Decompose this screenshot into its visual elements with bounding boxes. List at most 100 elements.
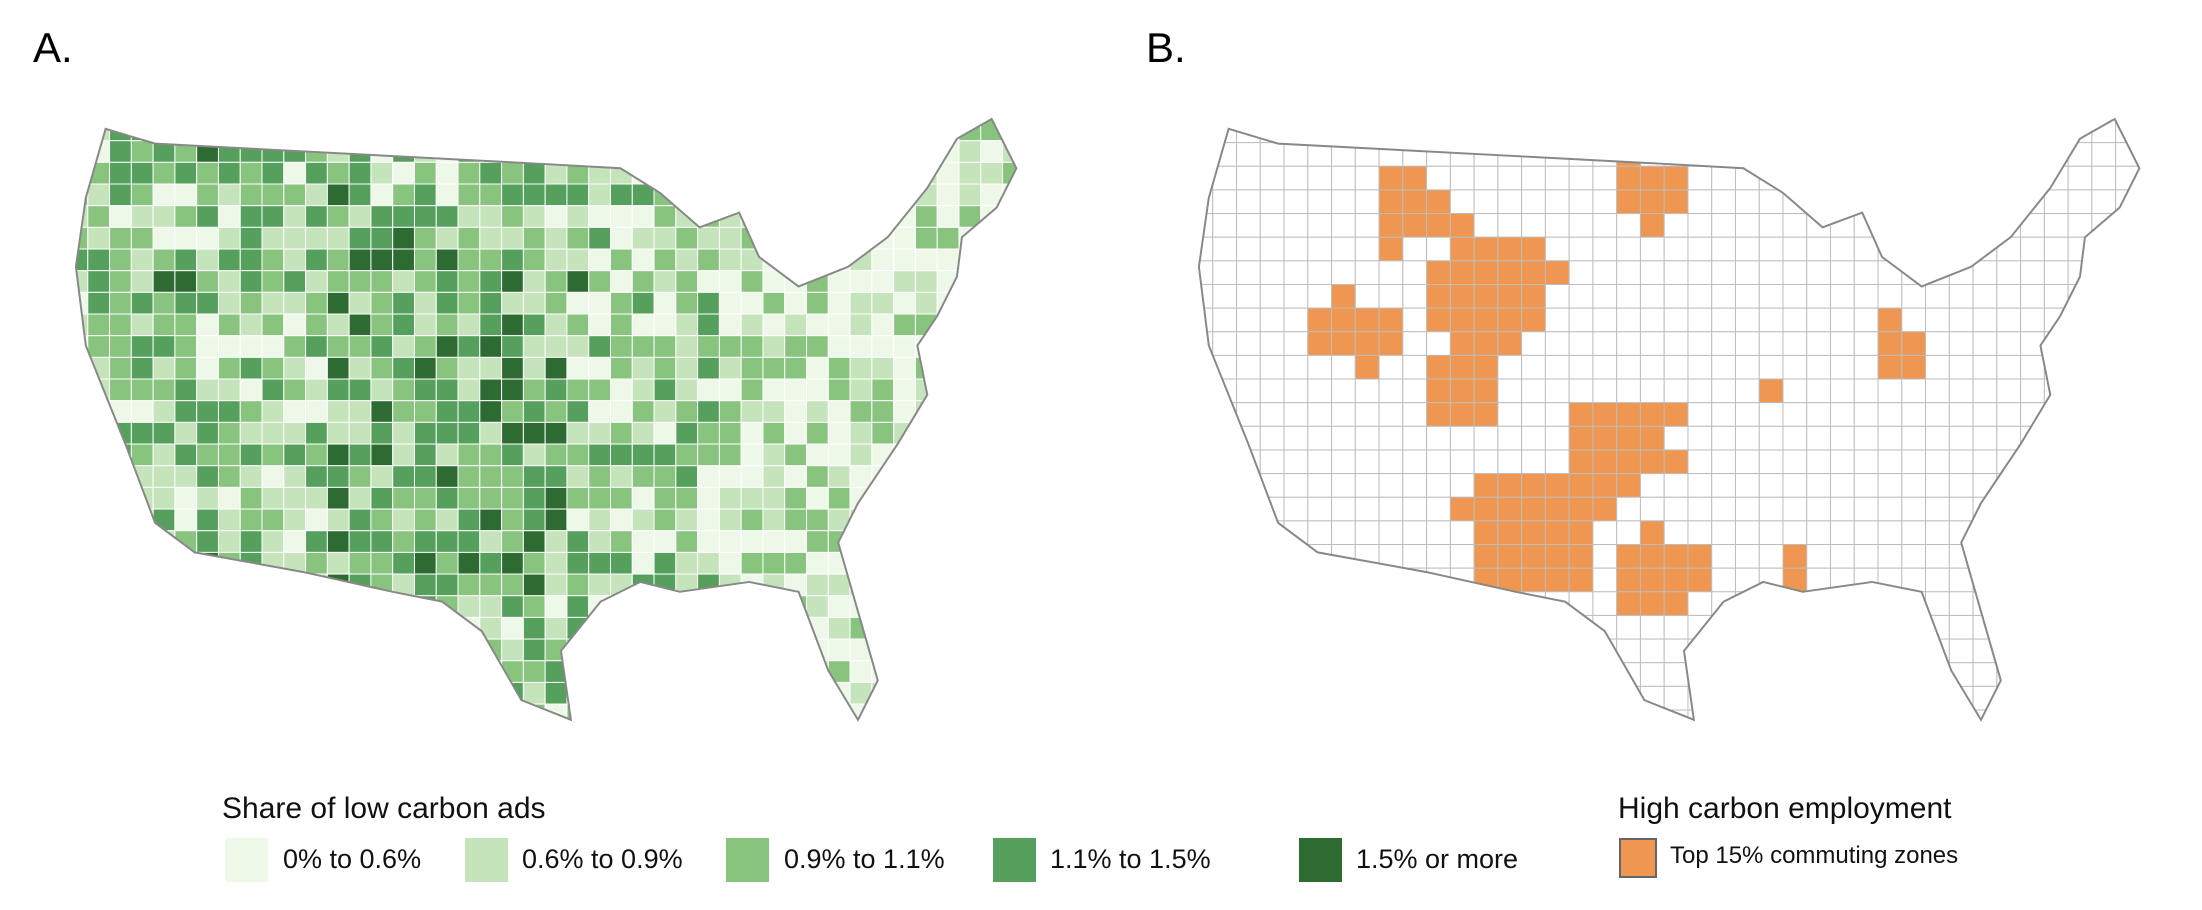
- commuting-zone: [1758, 236, 1784, 262]
- commuting-zone: [109, 291, 132, 315]
- commuting-zone: [87, 660, 111, 683]
- commuting-zone: [1711, 307, 1736, 333]
- commuting-zone: [1806, 709, 1832, 720]
- commuting-zone: [827, 595, 851, 618]
- commuting-zone: [1568, 142, 1594, 167]
- commuting-zone: [435, 335, 459, 358]
- commuting-zone: [1663, 425, 1689, 451]
- commuting-zone: [348, 486, 372, 510]
- commuting-zone: [1354, 685, 1380, 711]
- commuting-zone: [1616, 709, 1641, 720]
- commuting-zone: [740, 270, 764, 293]
- commuting-zone: [1236, 354, 1261, 380]
- commuting-zone: [1236, 520, 1261, 546]
- commuting-zone: [675, 486, 699, 510]
- commuting-zone: [1426, 331, 1451, 356]
- commuting-zone: [174, 335, 198, 358]
- commuting-zone: [1592, 213, 1618, 238]
- commuting-zone: [413, 226, 437, 250]
- commuting-zone: [544, 205, 568, 228]
- commuting-zone: [1925, 662, 1950, 687]
- commuting-zone: [849, 530, 873, 553]
- commuting-zone: [435, 703, 459, 720]
- commuting-zone: [501, 291, 524, 315]
- commuting-zone: [827, 161, 851, 185]
- commuting-zone: [807, 726, 829, 748]
- commuting-zone: [1925, 189, 1950, 215]
- commuting-zone: [827, 378, 851, 402]
- commuting-zone: [806, 335, 829, 358]
- commuting-zone: [392, 508, 415, 532]
- commuting-zone: [697, 443, 720, 467]
- commuting-zone: [1402, 142, 1428, 167]
- commuting-zone: [1497, 473, 1523, 498]
- commuting-zone: [239, 660, 263, 683]
- commuting-zone: [435, 616, 459, 640]
- commuting-zone: [1782, 473, 1808, 498]
- commuting-zone: [522, 660, 546, 683]
- commuting-zone: [958, 161, 982, 185]
- commuting-zone: [1901, 307, 1927, 333]
- commuting-zone: [1972, 142, 1998, 167]
- commuting-zone: [2020, 591, 2045, 616]
- commuting-zone: [2043, 119, 2069, 144]
- commuting-zone: [718, 465, 742, 488]
- commuting-zone: [1830, 307, 1855, 333]
- commuting-zone: [1734, 614, 1760, 640]
- commuting-zone: [1925, 520, 1950, 546]
- commuting-zone: [1024, 357, 1046, 379]
- commuting-zone: [653, 140, 677, 163]
- commuting-zone: [1426, 449, 1451, 475]
- commuting-zone: [1259, 591, 1285, 616]
- commuting-zone: [1283, 236, 1309, 262]
- commuting-zone: [109, 378, 132, 402]
- commuting-zone: [2043, 354, 2069, 380]
- commuting-zone: [1426, 685, 1451, 711]
- commuting-zone: [174, 616, 198, 640]
- commuting-zone: [936, 378, 960, 402]
- commuting-zone: [1544, 236, 1570, 262]
- commuting-zone: [914, 248, 938, 272]
- commuting-zone: [1758, 496, 1784, 522]
- commuting-zone: [239, 703, 263, 720]
- commuting-zone: [1473, 614, 1499, 640]
- commuting-zone: [1198, 307, 1214, 333]
- commuting-zone: [1663, 567, 1689, 593]
- commuting-zone: [1972, 213, 1998, 238]
- commuting-zone: [1639, 544, 1665, 569]
- commuting-zone: [1521, 283, 1546, 309]
- commuting-zone: [479, 378, 503, 402]
- commuting-zone: [784, 356, 808, 380]
- commuting-zone: [1711, 449, 1736, 475]
- commuting-zone: [501, 551, 524, 575]
- commuting-zone: [87, 530, 111, 553]
- commuting-zone: [762, 421, 786, 445]
- commuting-zone: [1901, 662, 1927, 687]
- commuting-zone: [457, 205, 481, 228]
- commuting-zone: [1782, 709, 1808, 720]
- commuting-zone: [1948, 449, 1974, 475]
- commuting-zone: [1426, 614, 1451, 640]
- commuting-zone: [457, 161, 481, 185]
- commuting-zone: [1212, 213, 1238, 238]
- commuting-zone: [958, 183, 982, 207]
- commuting-zone: [326, 681, 350, 705]
- commuting-zone: [1331, 614, 1356, 640]
- commuting-zone: [1236, 473, 1261, 498]
- commuting-zone: [980, 248, 1004, 272]
- commuting-zone: [1687, 496, 1713, 522]
- commuting-zone: [152, 703, 176, 720]
- commuting-zone: [261, 248, 285, 272]
- commuting-zone: [1024, 682, 1046, 704]
- legend-swatch-1: [465, 838, 508, 882]
- commuting-zone: [413, 183, 437, 207]
- commuting-zone: [675, 161, 699, 185]
- commuting-zone: [1853, 567, 1879, 593]
- commuting-zone: [326, 443, 350, 467]
- commuting-zone: [283, 573, 307, 597]
- commuting-zone: [479, 703, 503, 720]
- commuting-zone: [1639, 119, 1665, 144]
- commuting-zone: [566, 205, 590, 228]
- commuting-zone: [958, 356, 982, 380]
